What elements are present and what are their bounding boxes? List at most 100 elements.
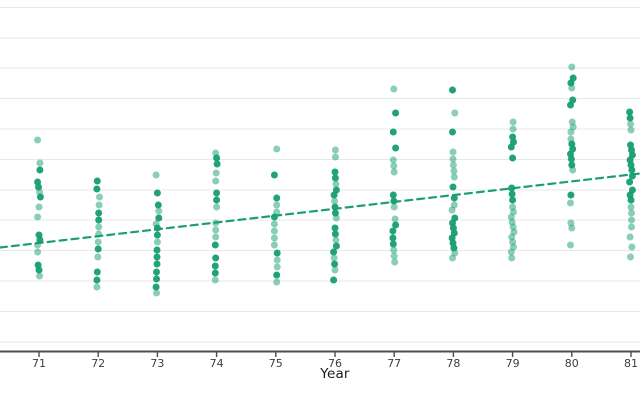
data-point xyxy=(36,159,44,167)
data-point xyxy=(213,203,221,211)
data-point xyxy=(390,252,398,260)
x-tick-label: 81 xyxy=(624,357,638,370)
data-point xyxy=(627,203,635,211)
data-point xyxy=(273,256,281,264)
data-point xyxy=(153,253,161,261)
x-tick-label: 77 xyxy=(387,357,401,370)
data-point xyxy=(213,189,221,197)
data-point xyxy=(627,126,635,134)
data-point xyxy=(451,109,459,117)
data-point xyxy=(389,191,397,199)
data-point xyxy=(449,155,457,163)
data-point xyxy=(153,238,161,246)
data-point xyxy=(628,166,636,174)
data-point xyxy=(628,172,636,180)
x-tick-label: 76 xyxy=(328,357,342,370)
data-point xyxy=(330,276,338,284)
data-point xyxy=(95,230,103,238)
data-point xyxy=(331,174,339,182)
data-point xyxy=(450,167,458,175)
data-point xyxy=(332,180,340,188)
data-point xyxy=(332,242,340,250)
data-point xyxy=(449,183,457,191)
data-point xyxy=(331,230,339,238)
data-point xyxy=(389,156,397,164)
data-point xyxy=(626,178,634,186)
data-point xyxy=(628,209,635,217)
data-point xyxy=(273,145,281,153)
data-point xyxy=(211,262,219,270)
data-point xyxy=(213,196,221,204)
data-point xyxy=(449,161,457,169)
data-point xyxy=(273,201,281,209)
data-point xyxy=(332,236,340,244)
data-point xyxy=(626,114,634,122)
data-point xyxy=(509,125,517,133)
data-point xyxy=(390,162,398,170)
data-point xyxy=(450,194,458,202)
data-point xyxy=(34,136,42,144)
data-point xyxy=(508,190,516,198)
data-point xyxy=(93,268,101,276)
data-point xyxy=(568,84,576,92)
data-point xyxy=(449,128,456,136)
data-point xyxy=(95,223,103,231)
data-point xyxy=(270,220,278,228)
data-point xyxy=(153,289,160,297)
data-point xyxy=(211,241,219,249)
data-point xyxy=(34,248,42,256)
x-axis-title: Year xyxy=(320,366,350,382)
data-point xyxy=(448,206,456,214)
data-point xyxy=(389,227,397,235)
data-point xyxy=(93,177,101,185)
data-point xyxy=(567,101,574,109)
data-point xyxy=(390,168,398,176)
data-point xyxy=(628,223,635,231)
data-point xyxy=(567,155,575,163)
data-point xyxy=(93,276,101,284)
data-point xyxy=(330,191,338,199)
data-point xyxy=(94,245,102,253)
data-point xyxy=(390,197,398,205)
data-point xyxy=(331,266,339,274)
data-point xyxy=(153,224,161,232)
data-point xyxy=(34,241,42,249)
data-point xyxy=(392,144,400,152)
data-point xyxy=(273,194,281,202)
data-point xyxy=(569,166,577,174)
data-point xyxy=(567,191,575,199)
data-point xyxy=(330,254,338,262)
data-point xyxy=(153,246,161,254)
data-point xyxy=(449,254,456,262)
data-point xyxy=(389,234,397,242)
x-tick-label: 75 xyxy=(269,357,283,370)
data-point xyxy=(331,260,339,268)
x-tick-label: 74 xyxy=(210,357,224,370)
data-point xyxy=(212,169,220,177)
data-point xyxy=(567,128,575,136)
data-point xyxy=(152,171,160,179)
data-point xyxy=(390,203,398,211)
data-point xyxy=(152,283,160,291)
data-point xyxy=(35,203,43,211)
data-point xyxy=(212,219,220,227)
data-point xyxy=(213,154,221,162)
data-point xyxy=(331,153,339,161)
data-point xyxy=(389,240,397,248)
data-point xyxy=(331,168,339,176)
data-point xyxy=(507,143,515,151)
data-point xyxy=(36,272,43,280)
data-point xyxy=(213,160,221,168)
data-point xyxy=(330,248,338,256)
trend-line xyxy=(0,172,640,249)
data-point xyxy=(212,254,220,262)
data-point xyxy=(212,233,220,241)
data-point xyxy=(509,154,517,162)
data-point xyxy=(567,241,574,249)
data-point xyxy=(270,227,278,235)
data-point xyxy=(391,215,399,223)
data-point xyxy=(568,224,576,232)
data-point xyxy=(273,249,281,257)
